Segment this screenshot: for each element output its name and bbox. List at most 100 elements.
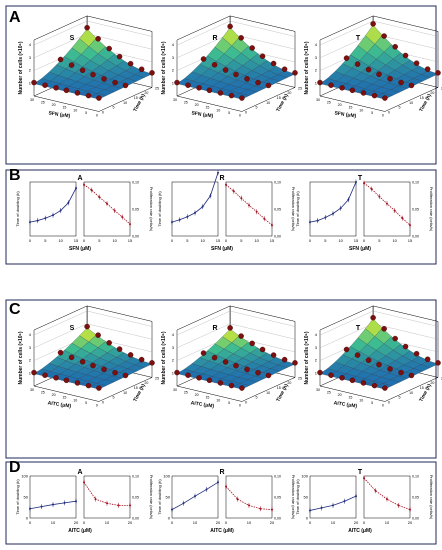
data-point <box>398 369 404 376</box>
doubling-point <box>320 506 323 509</box>
doubling-point <box>194 495 196 498</box>
y-tick-label: 5 <box>113 106 115 110</box>
rate-point <box>236 498 239 501</box>
data-point <box>244 76 250 82</box>
data-point <box>63 87 70 94</box>
rate-point <box>409 224 411 227</box>
rate-frame <box>83 181 131 237</box>
left-y-axis-label: Time of doubling (h) <box>157 191 162 227</box>
subplot-title: A <box>77 469 82 476</box>
rate-point <box>248 204 250 207</box>
doubling-point <box>44 217 47 220</box>
z-gridline <box>33 20 153 46</box>
data-point <box>238 333 244 339</box>
data-point <box>244 366 250 373</box>
x-axis-label: AITC (μM) <box>210 528 234 534</box>
rate-line <box>363 477 411 510</box>
panel-b-letter: B <box>9 167 21 184</box>
left-y-axis-label: Time of doubling (h) <box>157 479 162 515</box>
data-point <box>239 95 245 101</box>
left-y-tick-label: 0 <box>26 516 29 521</box>
data-point <box>96 95 102 101</box>
left-y-axis-label: Time of doubling (h) <box>295 191 300 227</box>
right-y-axis-label: Proliferation rate (cells/h) <box>291 475 296 520</box>
data-point <box>96 385 102 391</box>
data-point <box>228 92 235 99</box>
panel-b-frame <box>5 169 437 265</box>
x-tick-label: 15 <box>354 238 359 243</box>
z-gridline <box>176 310 296 336</box>
rate-point <box>83 481 85 484</box>
data-point <box>435 360 441 366</box>
left-y-axis-label: Time of doubling (h) <box>15 479 20 515</box>
data-point <box>371 382 378 389</box>
data-point <box>106 45 112 52</box>
data-point <box>255 79 261 86</box>
data-point <box>63 377 70 384</box>
data-point <box>217 380 224 386</box>
z-tick-label: 4 <box>172 332 175 337</box>
data-point <box>74 90 81 96</box>
y-tick-label: 15 <box>134 386 138 390</box>
right-y-axis-label: Proliferation rate (cells/h) <box>149 187 154 232</box>
surface-subplot-c-3: T12340510152025300510152025AITC (μM)Time… <box>304 305 442 410</box>
z-tick-label: 1 <box>29 80 32 85</box>
x-tick-label: 20 <box>74 520 79 525</box>
doubling-frame <box>171 475 219 519</box>
y-tick-label: 20 <box>287 91 291 95</box>
x-tick-label: 5 <box>240 238 243 243</box>
x-tick-label: 15 <box>62 106 66 110</box>
data-point <box>402 52 409 59</box>
x-tick-label: 5 <box>228 401 230 405</box>
x-tick-label: 5 <box>85 401 87 405</box>
doubling-frame <box>29 475 77 519</box>
x-tick-label: 0 <box>363 520 366 525</box>
data-point <box>328 372 334 378</box>
y-tick-label: 5 <box>256 106 258 110</box>
x-tick-label: 10 <box>392 238 397 243</box>
data-point <box>84 24 90 31</box>
panel-a-letter: A <box>9 9 21 26</box>
x-tick-label: 20 <box>270 520 275 525</box>
x-tick-label: 15 <box>128 238 133 243</box>
z-axis-label: Number of cells (×10⁵) <box>18 331 24 384</box>
doubling-point <box>201 205 204 208</box>
panel-c-frame <box>5 299 437 459</box>
doubling-point <box>355 181 357 183</box>
z-axis-label: Number of cells (×10⁵) <box>161 331 167 384</box>
rate-point <box>397 504 400 507</box>
x-axis-label: AITC (μM) <box>190 400 215 409</box>
x-tick-label: 10 <box>112 238 117 243</box>
data-point <box>228 382 235 389</box>
data-point <box>259 53 266 59</box>
x-axis-label: AITC (μM) <box>47 400 72 409</box>
x-axis-label: AITC (μM) <box>348 528 372 534</box>
doubling-point <box>171 221 173 224</box>
data-point <box>68 354 75 361</box>
x-tick-label: 25 <box>184 391 188 395</box>
x-tick-label: 15 <box>62 396 66 400</box>
doubling-point <box>217 481 219 484</box>
doubling-point <box>186 215 189 218</box>
x-tick-label: 20 <box>128 520 133 525</box>
rate-point <box>386 498 388 501</box>
x-tick-label: 10 <box>338 238 343 243</box>
data-point <box>90 71 96 78</box>
z-axis-label: Number of cells (×10⁵) <box>304 41 310 94</box>
data-point <box>398 79 404 86</box>
data-point <box>413 60 420 66</box>
x-tick-label: 0 <box>171 238 174 243</box>
data-point <box>79 67 86 74</box>
x-tick-label: 0 <box>171 520 174 525</box>
x-axis-label: SFN (μM) <box>334 110 357 119</box>
data-point <box>112 369 118 376</box>
x-tick-label: 10 <box>216 108 220 112</box>
data-point <box>138 66 145 73</box>
rate-point <box>401 217 404 220</box>
z-tick-label: 1 <box>315 80 318 85</box>
y-tick-label: 15 <box>277 96 281 100</box>
x-tick-label: 5 <box>324 238 327 243</box>
